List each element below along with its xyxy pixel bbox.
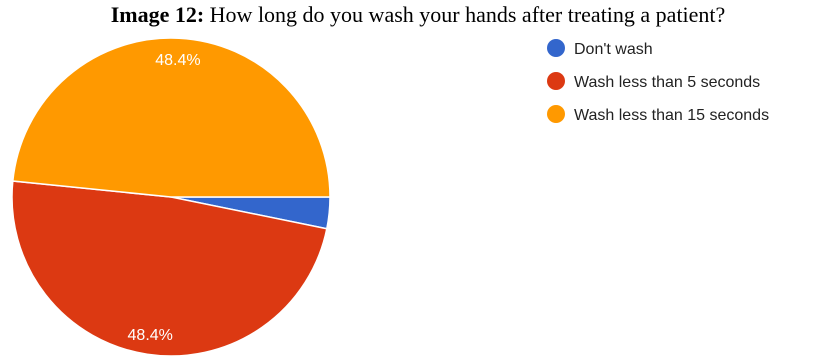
pie-slice-label-1: 48.4% bbox=[128, 327, 173, 344]
pie-slice-label-2: 48.4% bbox=[155, 52, 200, 69]
chart-legend: Don't wash Wash less than 5 seconds Wash l… bbox=[547, 39, 769, 124]
legend-swatch-2 bbox=[547, 105, 565, 123]
pie-slice-2 bbox=[11, 37, 331, 198]
legend-label-2: Wash less than 15 seconds bbox=[574, 107, 769, 124]
legend-label-0: Don't wash bbox=[574, 41, 653, 58]
figure-caption-label: Image 12: bbox=[110, 2, 205, 27]
figure-caption: Image 12: How long do you wash your hand… bbox=[0, 2, 836, 28]
pie-slices bbox=[11, 37, 331, 357]
pie-slice-labels: 48.4% 48.4% bbox=[128, 52, 201, 344]
figure-caption-text: How long do you wash your hands after tr… bbox=[209, 2, 726, 27]
legend-swatch-1 bbox=[547, 72, 565, 90]
pie-slice-1 bbox=[11, 180, 328, 357]
legend-label-1: Wash less than 5 seconds bbox=[574, 74, 760, 91]
legend-swatch-0 bbox=[547, 39, 565, 57]
